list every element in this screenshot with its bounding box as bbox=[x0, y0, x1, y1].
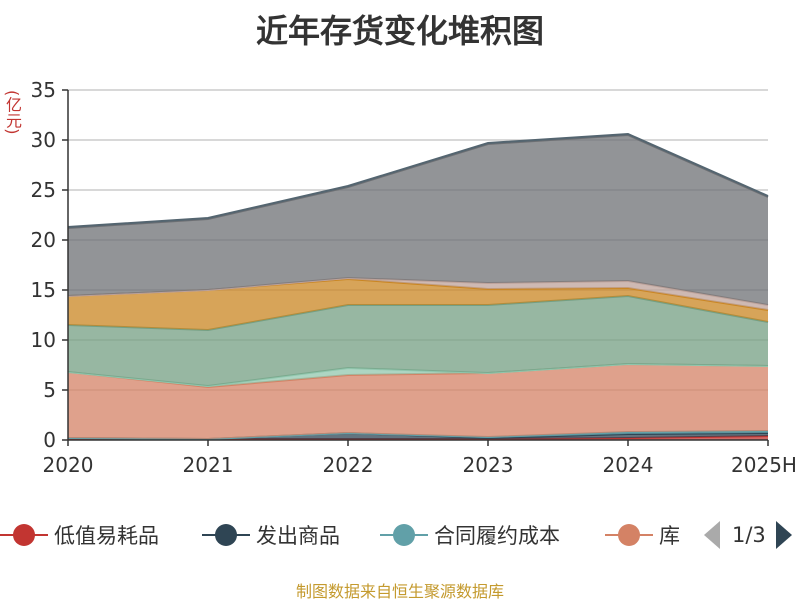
legend-marker-icon bbox=[380, 523, 428, 547]
prev-page-icon[interactable] bbox=[704, 521, 720, 549]
y-tick-label: 10 bbox=[31, 328, 56, 352]
x-tick-label: 2025H bbox=[731, 453, 797, 477]
chart-title: 近年存货变化堆积图 bbox=[255, 12, 544, 50]
y-tick-label: 25 bbox=[31, 178, 56, 202]
legend-dot bbox=[393, 524, 415, 546]
legend-label: 合同履约成本 bbox=[434, 524, 560, 548]
legend-dot bbox=[13, 524, 35, 546]
x-tick-label: 2023 bbox=[463, 453, 514, 477]
legend-marker-icon bbox=[202, 523, 250, 547]
series-line-9 bbox=[67, 132, 769, 228]
next-page-icon[interactable] bbox=[775, 521, 792, 549]
x-tick-label: 2024 bbox=[603, 453, 654, 477]
legend-marker-icon bbox=[0, 523, 48, 547]
area-series-8[interactable] bbox=[68, 135, 768, 305]
area-series-5[interactable] bbox=[68, 296, 768, 386]
y-tick-label: 20 bbox=[31, 228, 56, 252]
legend-label: 发出商品 bbox=[256, 524, 340, 548]
legend-label: 低值易耗品 bbox=[54, 524, 159, 548]
y-tick-label: 30 bbox=[31, 128, 56, 152]
legend-item-0[interactable]: 低值易耗品 bbox=[0, 515, 159, 555]
legend-dot bbox=[215, 524, 237, 546]
area-series-7[interactable] bbox=[68, 278, 768, 310]
area-series bbox=[67, 132, 769, 441]
x-tick-label: 2021 bbox=[183, 453, 234, 477]
legend-item-1[interactable]: 发出商品 bbox=[202, 515, 340, 555]
legend-item-3[interactable]: 库 bbox=[605, 515, 680, 555]
y-tick-label: 35 bbox=[31, 78, 56, 102]
y-tick-label: 15 bbox=[31, 278, 56, 302]
axes: 0 5 10 15 20 25 30 35 2020 2021 2022 2023 2024 2025H bbox=[31, 78, 797, 477]
y-axis-unit-label: (亿元) bbox=[3, 90, 22, 135]
area-库[interactable] bbox=[68, 364, 768, 439]
legend-item-2[interactable]: 合同履约成本 bbox=[380, 515, 560, 555]
legend-pager: 1/3 bbox=[700, 515, 800, 555]
y-tick-label: 5 bbox=[43, 378, 56, 402]
legend-page-indicator: 1/3 bbox=[732, 523, 766, 547]
x-tick-label: 2020 bbox=[43, 453, 94, 477]
legend-dot bbox=[618, 524, 640, 546]
area-series-6[interactable] bbox=[68, 279, 768, 330]
legend-label: 库 bbox=[659, 524, 680, 548]
legend-marker-icon bbox=[605, 523, 653, 547]
legend: 低值易耗品 发出商品 合同履约成本 库 bbox=[0, 515, 800, 555]
x-tick-label: 2022 bbox=[323, 453, 374, 477]
data-source-note: 制图数据来自恒生聚源数据库 bbox=[295, 582, 504, 601]
y-tick-label: 0 bbox=[43, 428, 56, 452]
